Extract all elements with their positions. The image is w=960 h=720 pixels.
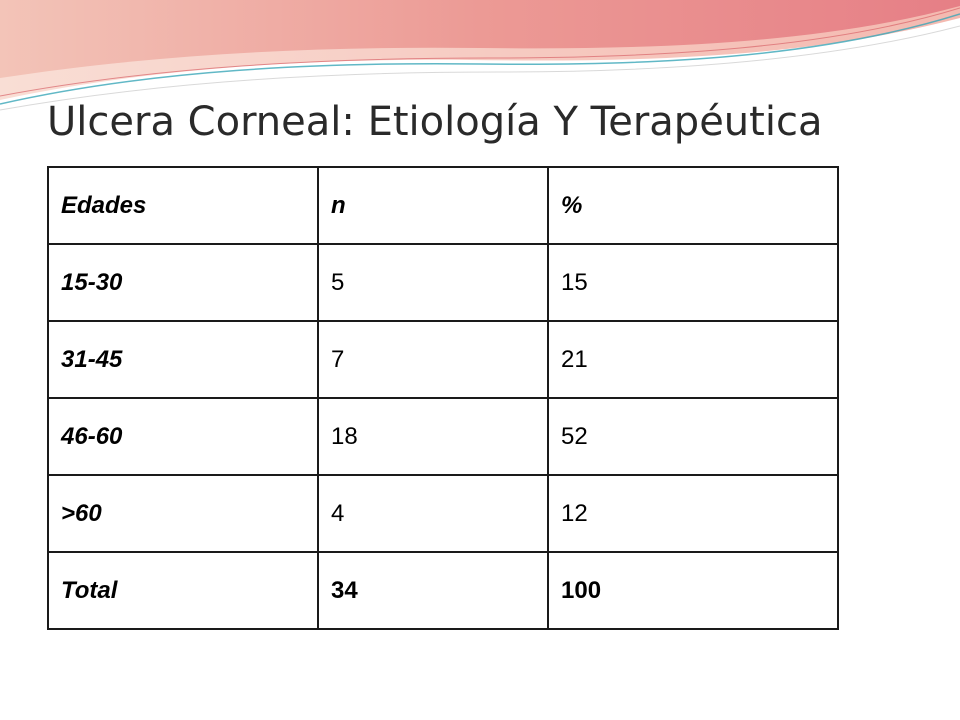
header-cell-edades: Edades	[47, 166, 319, 245]
count-cell: 7	[317, 320, 549, 399]
table-row: 15-30 5 15	[47, 243, 839, 322]
age-distribution-table: Edades n % 15-30 5 15 31-45 7 21 46-60 1…	[47, 166, 839, 630]
count-cell: 4	[317, 474, 549, 553]
age-range-cell: 46-60	[47, 397, 319, 476]
table-header-row: Edades n %	[47, 166, 839, 245]
slide-title: Ulcera Corneal: Etiología Y Terapéutica	[47, 99, 823, 145]
total-label-cell: Total	[47, 551, 319, 630]
table-row: >60 4 12	[47, 474, 839, 553]
header-cell-percent: %	[547, 166, 839, 245]
header-cell-n: n	[317, 166, 549, 245]
percent-cell: 52	[547, 397, 839, 476]
percent-cell: 15	[547, 243, 839, 322]
table-total-row: Total 34 100	[47, 551, 839, 630]
table-row: 46-60 18 52	[47, 397, 839, 476]
percent-cell: 21	[547, 320, 839, 399]
age-range-cell: >60	[47, 474, 319, 553]
age-range-cell: 31-45	[47, 320, 319, 399]
age-range-cell: 15-30	[47, 243, 319, 322]
percent-cell: 12	[547, 474, 839, 553]
header-wave-decoration	[0, 0, 960, 111]
count-cell: 5	[317, 243, 549, 322]
count-cell: 18	[317, 397, 549, 476]
table-row: 31-45 7 21	[47, 320, 839, 399]
total-percent-cell: 100	[547, 551, 839, 630]
total-count-cell: 34	[317, 551, 549, 630]
